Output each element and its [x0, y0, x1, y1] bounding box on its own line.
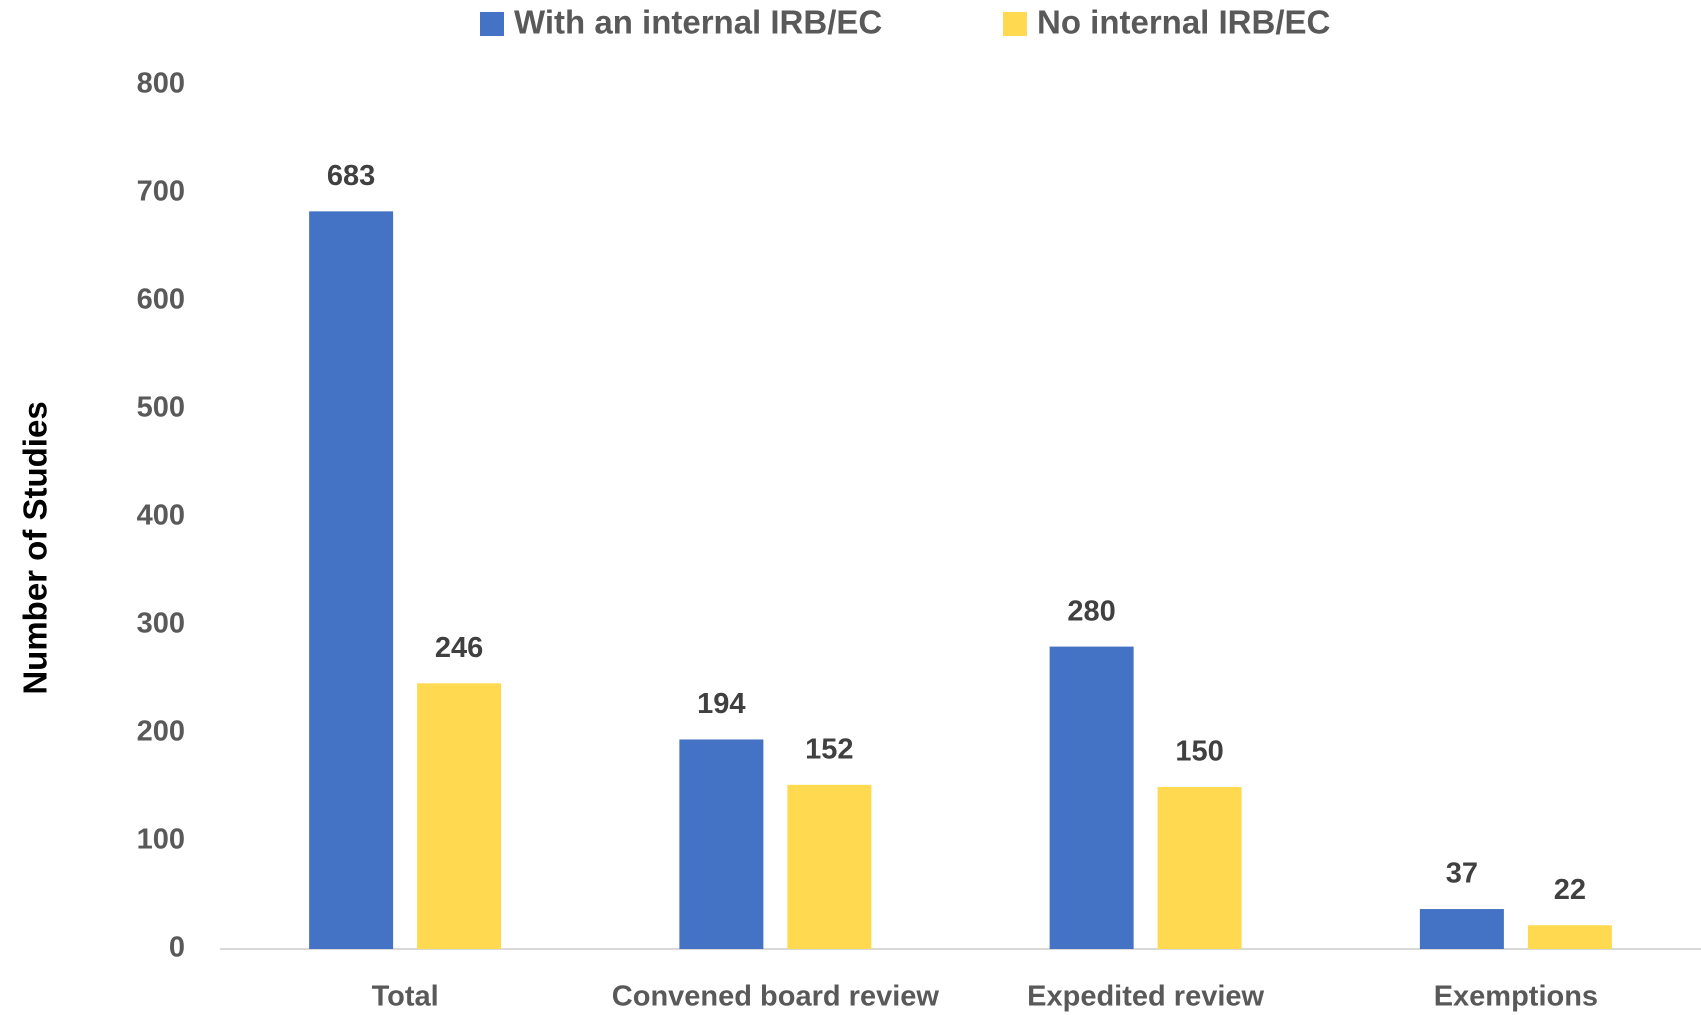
bar: [787, 784, 872, 949]
y-tick-label: 700: [137, 176, 185, 208]
bar: [1419, 909, 1504, 949]
y-tick-label: 300: [137, 608, 185, 640]
data-label: 683: [327, 160, 375, 192]
bar: [309, 211, 394, 950]
legend-label: With an internal IRB/EC: [514, 4, 882, 41]
y-axis-label: Number of Studies: [17, 401, 54, 694]
bar: [1157, 787, 1242, 949]
y-tick-label: 200: [137, 716, 185, 748]
x-tick-label: Convened board review: [612, 981, 940, 1013]
y-tick-label: 800: [137, 68, 185, 100]
y-tick-label: 500: [137, 392, 185, 424]
y-tick-label: 0: [169, 932, 185, 964]
legend-swatch: [1003, 12, 1027, 36]
x-tick-label: Total: [372, 981, 439, 1013]
data-label: 22: [1554, 874, 1586, 906]
data-label: 152: [805, 733, 853, 765]
bar: [417, 683, 502, 949]
x-tick-label: Exemptions: [1434, 981, 1598, 1013]
legend-label: No internal IRB/EC: [1037, 4, 1330, 41]
data-label: 246: [435, 632, 483, 664]
data-label: 194: [697, 688, 745, 720]
y-tick-label: 400: [137, 500, 185, 532]
data-label: 37: [1446, 858, 1478, 890]
y-tick-label: 100: [137, 824, 185, 856]
bar: [1049, 646, 1134, 949]
legend-swatch: [480, 12, 504, 36]
bar: [1527, 925, 1612, 949]
data-label: 280: [1067, 595, 1115, 627]
bar: [679, 739, 764, 949]
y-tick-label: 600: [137, 284, 185, 316]
data-label: 150: [1175, 736, 1223, 768]
x-tick-label: Expedited review: [1027, 981, 1264, 1013]
